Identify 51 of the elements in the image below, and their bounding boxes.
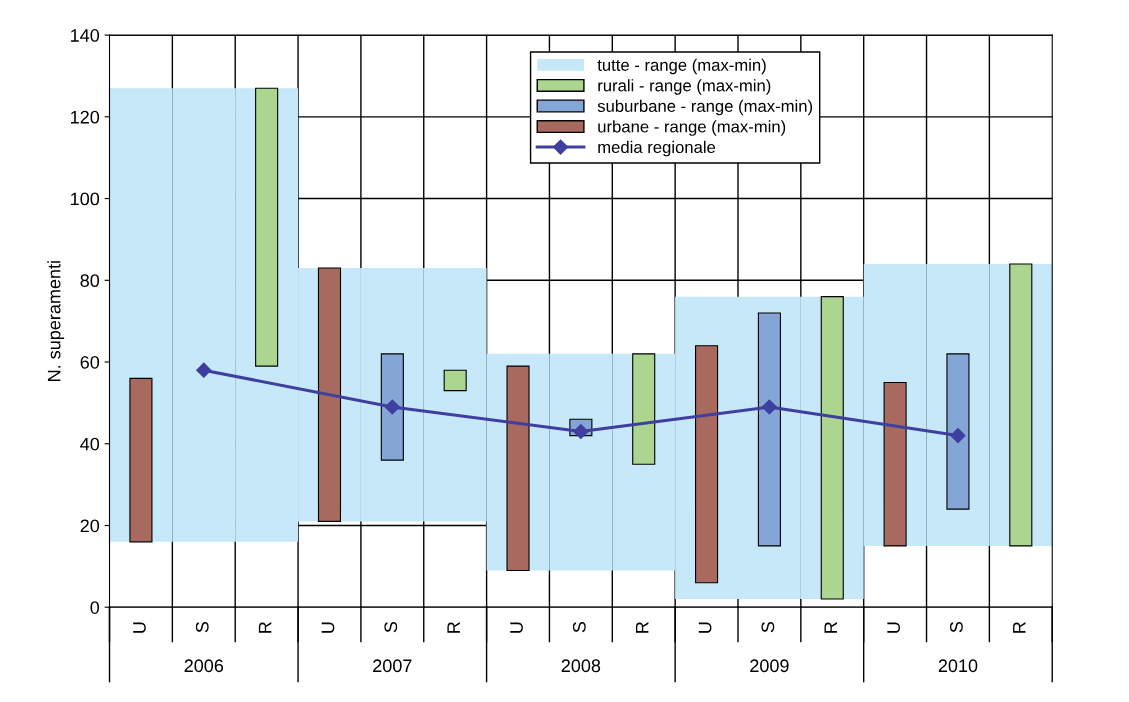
bar xyxy=(380,353,404,461)
text: 2006 xyxy=(184,659,224,673)
legend-label: rurali - range (max-min) xyxy=(598,79,771,95)
x-tick-label: R xyxy=(1013,621,1026,633)
x-tick-label: U xyxy=(133,622,146,633)
x-tick-label: S xyxy=(761,621,775,633)
bar xyxy=(883,381,907,547)
y-tick-label: 20 xyxy=(80,519,100,533)
x-tick-label: S xyxy=(950,621,963,633)
x-tick-label: U xyxy=(510,622,523,633)
bar xyxy=(632,353,656,465)
y-tick-label: 40 xyxy=(80,437,100,451)
y-tick-label: 140 xyxy=(71,29,100,42)
bar xyxy=(757,312,781,547)
point xyxy=(950,428,966,444)
bar xyxy=(506,365,530,572)
point xyxy=(384,399,400,415)
bar xyxy=(317,267,342,522)
y-tick-label: 80 xyxy=(80,274,100,288)
legend-label: suburbane - range (max-min) xyxy=(597,99,813,116)
y-tick-label: 60 xyxy=(80,355,100,369)
x-tick-label: S xyxy=(572,621,586,633)
x-tick-label: R xyxy=(258,621,272,633)
x-tick-label: S xyxy=(384,621,398,633)
text: 2007 xyxy=(373,659,412,673)
legend-label: tutte - range (max-min) xyxy=(597,58,766,75)
text: 2008 xyxy=(561,659,601,673)
text: 2010 xyxy=(938,659,978,673)
bar xyxy=(946,353,970,510)
y-tick-label: 100 xyxy=(71,192,100,206)
legend-label: media regionale xyxy=(598,140,716,157)
bar xyxy=(443,369,467,392)
x-tick-label: U xyxy=(321,622,335,633)
bar xyxy=(820,296,844,600)
bar xyxy=(129,377,153,543)
point xyxy=(196,362,212,378)
legend-label: urbane - range (max-min) xyxy=(598,120,786,136)
x-tick-label: U xyxy=(887,622,900,633)
y-axis-title: N. superamenti xyxy=(47,261,65,381)
x-tick-label: R xyxy=(635,621,649,633)
bar xyxy=(255,87,279,367)
x-tick-label: S xyxy=(195,621,209,633)
x-tick-label: U xyxy=(698,622,712,633)
x-tick-label: R xyxy=(824,621,837,633)
bar xyxy=(695,345,719,584)
text: 2009 xyxy=(750,659,789,673)
y-tick-label: 0 xyxy=(90,601,100,614)
y-tick-label: 120 xyxy=(71,110,100,124)
bar xyxy=(1009,263,1033,547)
x-tick-label: R xyxy=(447,621,460,633)
point xyxy=(761,399,777,415)
